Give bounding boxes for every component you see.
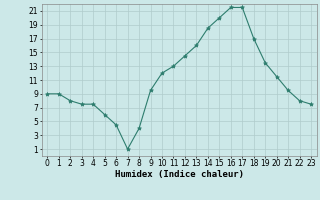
X-axis label: Humidex (Indice chaleur): Humidex (Indice chaleur) [115, 170, 244, 179]
